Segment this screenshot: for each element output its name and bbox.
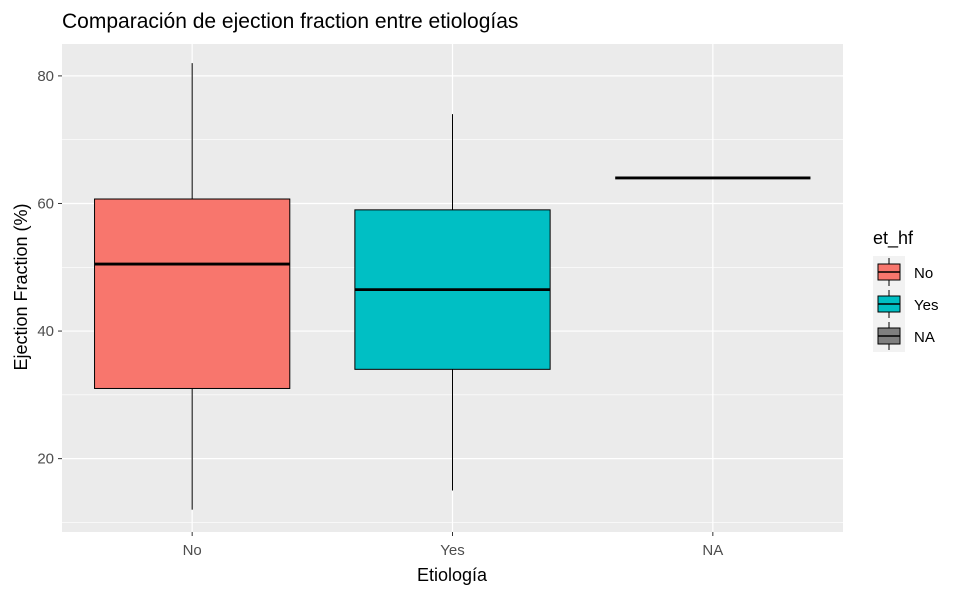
legend-label: Yes [914, 297, 938, 314]
legend-item-yes: Yes [873, 288, 938, 320]
x-tick-label: No [183, 542, 202, 559]
box-no [94, 63, 291, 510]
y-tick-label: 40 [37, 323, 54, 340]
legend-label: NA [914, 329, 935, 346]
chart-title: Comparación de ejection fraction entre e… [62, 10, 518, 33]
y-tick-label: 80 [37, 68, 54, 85]
axes: 20 40 60 80 No Yes NA [37, 68, 723, 559]
y-axis-title: Ejection Fraction (%) [11, 203, 31, 370]
x-tick-label: Yes [440, 542, 464, 559]
box-body [94, 198, 291, 389]
legend-label: No [914, 265, 933, 282]
box-yes [354, 114, 551, 491]
y-tick-label: 20 [37, 451, 54, 468]
boxes [94, 63, 811, 510]
x-tick-label: NA [702, 542, 723, 559]
legend-item-no: No [873, 256, 933, 288]
legend-title: et_hf [873, 228, 914, 249]
legend-item-na: NA [873, 320, 935, 352]
x-axis-title: Etiología [417, 565, 488, 585]
y-tick-label: 60 [37, 195, 54, 212]
